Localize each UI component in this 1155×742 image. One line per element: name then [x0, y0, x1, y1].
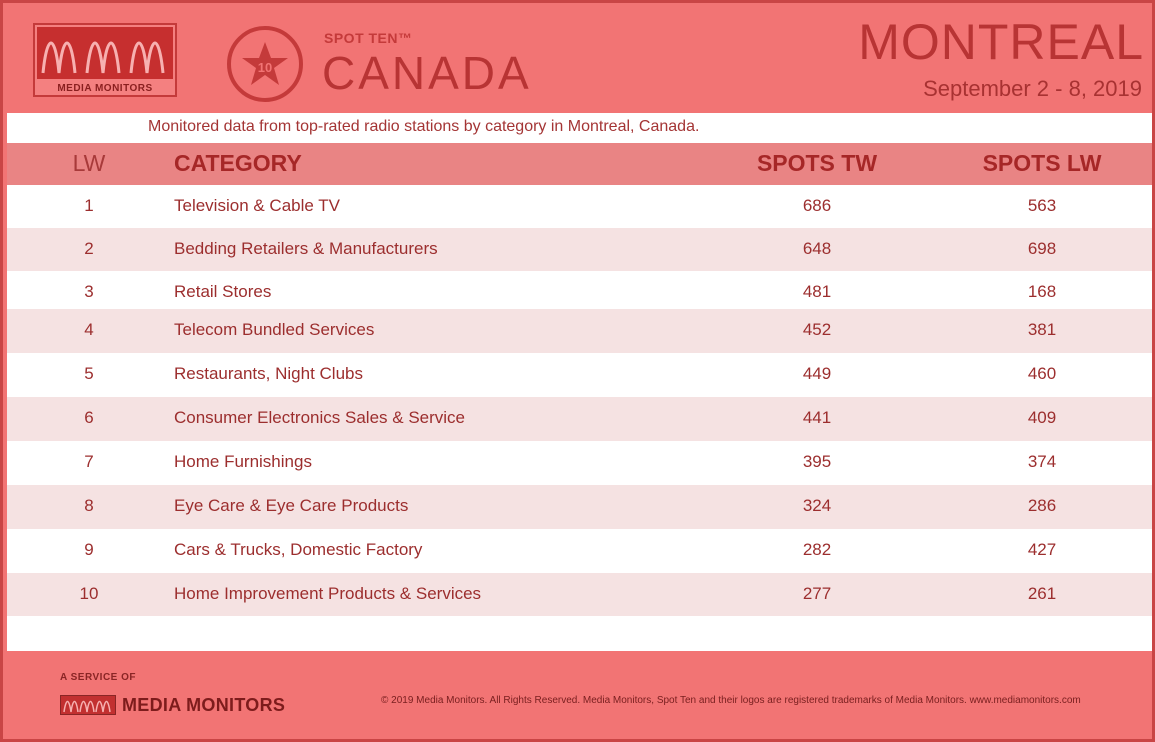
cell-spots-tw: 452	[802, 320, 832, 339]
cell-category: Retail Stores	[174, 282, 272, 301]
cell-lw: 7	[84, 452, 94, 471]
cell-lw: 8	[84, 496, 94, 515]
cell-spots-lw: 261	[1027, 584, 1057, 603]
cell-spots-lw: 286	[1027, 496, 1057, 515]
cell-category: Consumer Electronics Sales & Service	[174, 408, 466, 427]
media-monitors-logo: MEDIA MONITORS	[33, 23, 177, 97]
cell-spots-lw: 698	[1027, 239, 1057, 258]
footer-brand-name: MEDIA MONITORS	[122, 695, 286, 715]
cell-category: Television & Cable TV	[174, 196, 340, 215]
cell-spots-tw: 648	[802, 239, 832, 258]
table-row: 1 Television & Cable TV 686 563	[7, 185, 1152, 228]
table-row: 2 Bedding Retailers & Manufacturers 648 …	[7, 228, 1152, 271]
table-row: 5 Restaurants, Night Clubs 449 460	[7, 353, 1152, 397]
cell-category: Bedding Retailers & Manufacturers	[174, 239, 438, 258]
table-row: 10 Home Improvement Products & Services …	[7, 573, 1152, 616]
cell-category: Home Furnishings	[174, 452, 312, 471]
country-title: CANADA	[322, 47, 532, 99]
waveform-icon	[37, 27, 173, 79]
logo-wordmark: MEDIA MONITORS	[57, 83, 153, 94]
subtitle-strip: Monitored data from top-rated radio stat…	[7, 113, 1152, 143]
cell-lw: 1	[84, 196, 94, 215]
copyright-text: © 2019 Media Monitors. All Rights Reserv…	[381, 695, 1081, 706]
column-header-lw: LW	[72, 150, 106, 176]
spot-ten-badge: 10	[227, 26, 303, 102]
rankings-table: LW CATEGORY SPOTS TW SPOTS LW 1 Televisi…	[7, 143, 1152, 651]
cell-lw: 6	[84, 408, 94, 427]
cell-category: Telecom Bundled Services	[174, 320, 375, 339]
cell-spots-lw: 374	[1027, 452, 1057, 471]
cell-category: Cars & Trucks, Domestic Factory	[174, 540, 423, 559]
cell-spots-tw: 481	[802, 282, 832, 301]
badge-number: 10	[257, 60, 273, 75]
table-row: 3 Retail Stores 481 168	[7, 271, 1152, 314]
table-row: 8 Eye Care & Eye Care Products 324 286	[7, 485, 1152, 529]
table-row: 7 Home Furnishings 395 374	[7, 441, 1152, 485]
table-row: 9 Cars & Trucks, Domestic Factory 282 42…	[7, 529, 1152, 573]
cell-lw: 4	[84, 320, 94, 339]
cell-lw: 3	[84, 282, 94, 301]
table-row: 6 Consumer Electronics Sales & Service 4…	[7, 397, 1152, 441]
service-of-label: A SERVICE OF	[60, 672, 137, 683]
cell-spots-lw: 427	[1027, 540, 1057, 559]
cell-spots-lw: 409	[1027, 408, 1057, 427]
cell-spots-tw: 324	[802, 496, 832, 515]
column-header-spots-lw: SPOTS LW	[982, 150, 1102, 176]
waveform-icon	[60, 695, 116, 715]
cell-spots-lw: 563	[1027, 196, 1057, 215]
column-header-category: CATEGORY	[174, 150, 302, 176]
subtitle-text: Monitored data from top-rated radio stat…	[148, 118, 700, 135]
cell-category: Restaurants, Night Clubs	[174, 364, 363, 383]
cell-spots-tw: 449	[802, 364, 832, 383]
column-header-spots-tw: SPOTS TW	[756, 150, 878, 176]
cell-lw: 5	[84, 364, 94, 383]
cell-lw: 2	[84, 239, 94, 258]
cell-category: Home Improvement Products & Services	[174, 584, 482, 603]
header: MEDIA MONITORS 10 SPOT TEN™ CANADA MONTR…	[3, 3, 1152, 113]
cell-spots-tw: 441	[802, 408, 832, 427]
cell-spots-tw: 686	[802, 196, 832, 215]
table-row: 4 Telecom Bundled Services 452 381	[7, 309, 1152, 353]
city-title: MONTREAL	[858, 14, 1144, 70]
star-icon	[242, 42, 288, 85]
cell-spots-tw: 395	[802, 452, 832, 471]
table-header: LW CATEGORY SPOTS TW SPOTS LW	[7, 143, 1152, 185]
cell-spots-tw: 277	[802, 584, 832, 603]
cell-spots-tw: 282	[802, 540, 832, 559]
footer: A SERVICE OF MEDIA MONITORS © 2019 Media…	[3, 651, 1152, 739]
cell-spots-lw: 381	[1027, 320, 1057, 339]
date-range: September 2 - 8, 2019	[923, 76, 1142, 101]
cell-lw: 9	[84, 540, 94, 559]
cell-spots-lw: 460	[1027, 364, 1057, 383]
cell-category: Eye Care & Eye Care Products	[174, 496, 409, 515]
cell-spots-lw: 168	[1027, 282, 1057, 301]
cell-lw: 10	[79, 584, 99, 603]
product-label: SPOT TEN™	[324, 30, 413, 46]
